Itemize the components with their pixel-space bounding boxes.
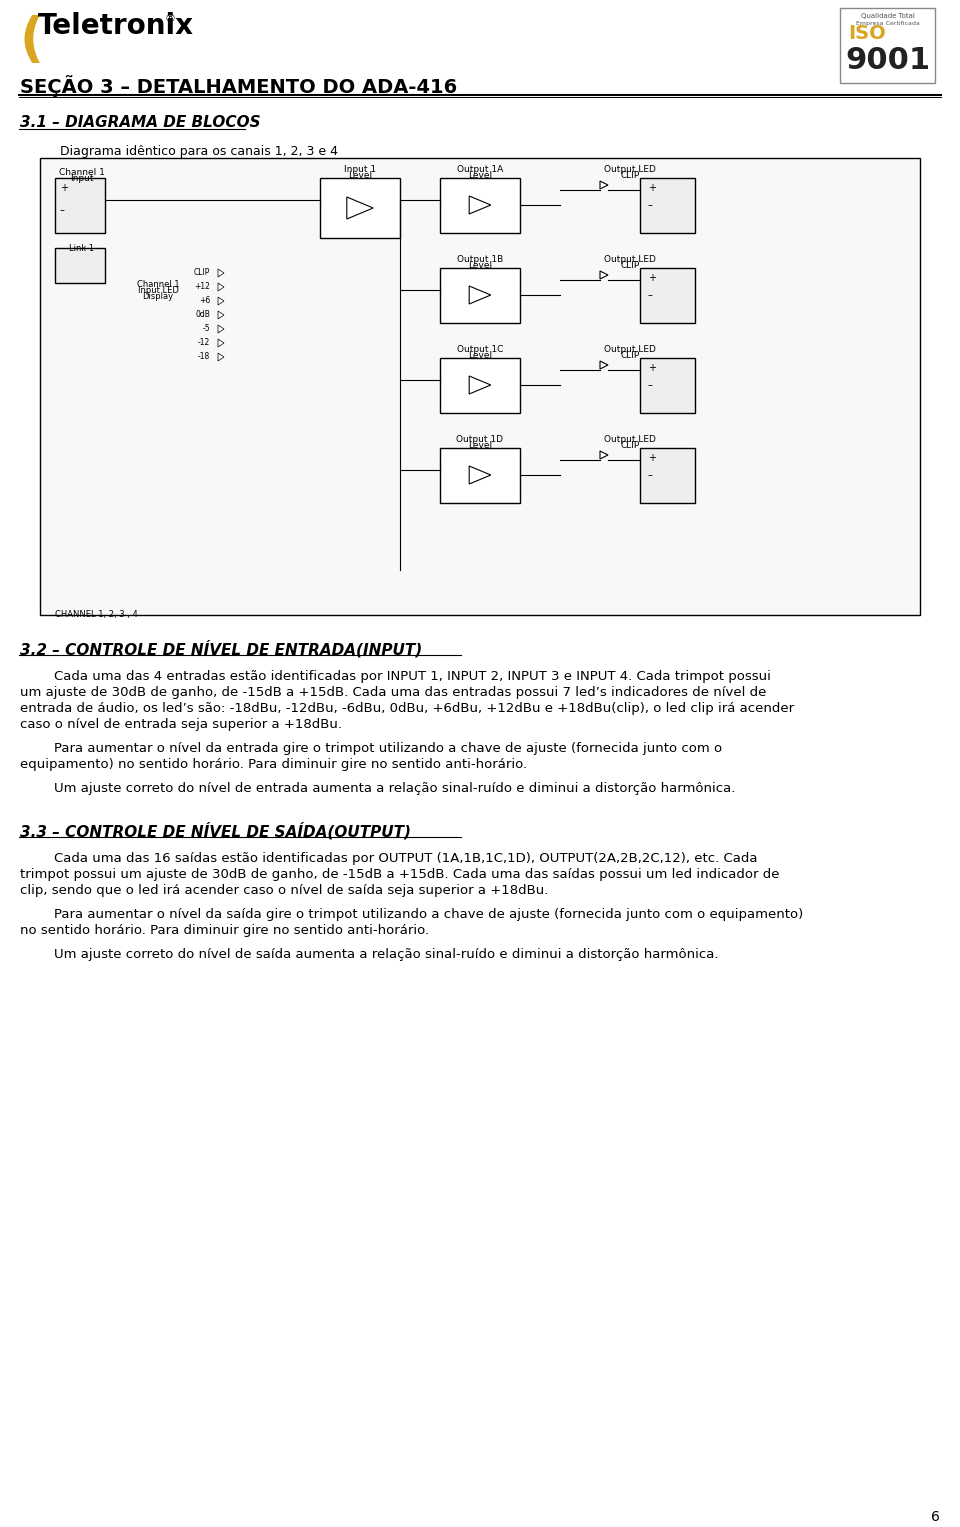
Text: entrada de áudio, os led’s são: -18dBu, -12dBu, -6dBu, 0dBu, +6dBu, +12dBu e +18: entrada de áudio, os led’s são: -18dBu, …	[20, 702, 794, 715]
Text: Um ajuste correto do nível de entrada aumenta a relação sinal-ruído e diminui a : Um ajuste correto do nível de entrada au…	[20, 782, 735, 796]
Text: Input: Input	[70, 174, 94, 183]
Text: +: +	[648, 454, 656, 463]
Polygon shape	[469, 376, 491, 394]
Bar	[640, 357, 695, 412]
Text: Cada uma das 16 saídas estão identificadas por OUTPUT (1A,1B,1C,1D), OUTPUT(2A,2: Cada uma das 16 saídas estão identificad…	[20, 852, 757, 864]
Bar	[440, 179, 520, 234]
Bar	[440, 447, 520, 502]
Polygon shape	[218, 339, 224, 347]
Text: Level: Level	[468, 441, 492, 450]
Text: ®: ®	[165, 14, 176, 24]
Text: ISO: ISO	[848, 24, 886, 43]
Text: Um ajuste correto do nível de saída aumenta a relação sinal-ruído e diminui a di: Um ajuste correto do nível de saída aume…	[20, 948, 718, 960]
Text: Para aumentar o nível da saída gire o trimpot utilizando a chave de ajuste (forn: Para aumentar o nível da saída gire o tr…	[20, 909, 804, 921]
Text: CLIP: CLIP	[620, 171, 639, 180]
Polygon shape	[469, 195, 491, 214]
Text: Output LED: Output LED	[604, 435, 656, 444]
Bar	[320, 179, 400, 238]
Polygon shape	[600, 182, 608, 189]
Polygon shape	[469, 466, 491, 484]
Text: 3.3 – CONTROLE DE NÍVEL DE SAÍDA(OUTPUT): 3.3 – CONTROLE DE NÍVEL DE SAÍDA(OUTPUT)	[20, 822, 411, 840]
Text: clip, sendo que o led irá acender caso o nível de saída seja superior a +18dBu.: clip, sendo que o led irá acender caso o…	[20, 884, 548, 896]
Polygon shape	[600, 450, 608, 460]
Text: CLIP: CLIP	[620, 351, 639, 360]
Text: Cada uma das 4 entradas estão identificadas por INPUT 1, INPUT 2, INPUT 3 e INPU: Cada uma das 4 entradas estão identifica…	[20, 670, 771, 683]
Bar	[40, 157, 920, 615]
Text: (: (	[20, 15, 44, 67]
Text: Para aumentar o nível da entrada gire o trimpot utilizando a chave de ajuste (fo: Para aumentar o nível da entrada gire o …	[20, 742, 722, 754]
Text: –: –	[60, 205, 65, 215]
Text: um ajuste de 30dB de ganho, de -15dB a +15dB. Cada uma das entradas possui 7 led: um ajuste de 30dB de ganho, de -15dB a +…	[20, 686, 766, 699]
Text: +6: +6	[199, 296, 210, 305]
Text: Output 1D: Output 1D	[457, 435, 503, 444]
Text: +: +	[648, 183, 656, 192]
Text: Output LED: Output LED	[604, 165, 656, 174]
Bar	[640, 447, 695, 502]
Polygon shape	[218, 269, 224, 276]
Text: Output 1A: Output 1A	[457, 165, 503, 174]
Text: CLIP: CLIP	[194, 269, 210, 276]
Text: +: +	[648, 363, 656, 373]
Text: –: –	[648, 290, 653, 299]
Text: 3.2 – CONTROLE DE NÍVEL DE ENTRADA(INPUT): 3.2 – CONTROLE DE NÍVEL DE ENTRADA(INPUT…	[20, 640, 422, 658]
Text: 3.1 – DIAGRAMA DE BLOCOS: 3.1 – DIAGRAMA DE BLOCOS	[20, 115, 260, 130]
Text: Level: Level	[348, 171, 372, 180]
Polygon shape	[600, 360, 608, 370]
Polygon shape	[347, 197, 373, 218]
Text: –: –	[648, 380, 653, 389]
Text: -5: -5	[203, 324, 210, 333]
Text: 6: 6	[931, 1510, 940, 1524]
Text: Output LED: Output LED	[604, 345, 656, 354]
Text: Output 1B: Output 1B	[457, 255, 503, 264]
Polygon shape	[218, 353, 224, 360]
Text: Channel 1: Channel 1	[60, 168, 105, 177]
Text: Input LED: Input LED	[137, 286, 179, 295]
Text: –: –	[648, 200, 653, 211]
Text: Level: Level	[468, 261, 492, 270]
Bar	[55, 179, 105, 234]
Polygon shape	[218, 312, 224, 319]
Bar	[55, 247, 105, 282]
Text: no sentido horário. Para diminuir gire no sentido anti-horário.: no sentido horário. Para diminuir gire n…	[20, 924, 429, 938]
Polygon shape	[218, 282, 224, 292]
Text: Qualidade Total: Qualidade Total	[860, 14, 915, 18]
Polygon shape	[218, 325, 224, 333]
Text: CLIP: CLIP	[620, 441, 639, 450]
Text: Level: Level	[468, 351, 492, 360]
Text: Diagrama idêntico para os canais 1, 2, 3 e 4: Diagrama idêntico para os canais 1, 2, 3…	[60, 145, 338, 157]
Text: SEÇÃO 3 – DETALHAMENTO DO ADA-416: SEÇÃO 3 – DETALHAMENTO DO ADA-416	[20, 75, 457, 98]
Text: –: –	[648, 470, 653, 479]
FancyBboxPatch shape	[840, 8, 935, 82]
Text: -12: -12	[198, 337, 210, 347]
Bar	[440, 269, 520, 324]
Text: Output 1C: Output 1C	[457, 345, 503, 354]
Text: equipamento) no sentido horário. Para diminuir gire no sentido anti-horário.: equipamento) no sentido horário. Para di…	[20, 757, 527, 771]
Text: +12: +12	[194, 282, 210, 292]
Text: Link 1: Link 1	[69, 244, 95, 253]
Text: Channel 1: Channel 1	[136, 279, 180, 289]
Text: Output LED: Output LED	[604, 255, 656, 264]
Text: Display: Display	[142, 292, 174, 301]
Polygon shape	[600, 270, 608, 279]
Polygon shape	[218, 296, 224, 305]
Text: caso o nível de entrada seja superior a +18dBu.: caso o nível de entrada seja superior a …	[20, 718, 342, 731]
Text: +: +	[648, 273, 656, 282]
Text: CHANNEL 1, 2, 3 , 4: CHANNEL 1, 2, 3 , 4	[55, 609, 137, 618]
Bar	[440, 357, 520, 412]
Text: trimpot possui um ajuste de 30dB de ganho, de -15dB a +15dB. Cada uma das saídas: trimpot possui um ajuste de 30dB de ganh…	[20, 867, 780, 881]
Bar	[640, 179, 695, 234]
Text: Input 1: Input 1	[344, 165, 376, 174]
Text: Teletronix: Teletronix	[38, 12, 194, 40]
Bar	[640, 269, 695, 324]
Text: CLIP: CLIP	[620, 261, 639, 270]
Polygon shape	[469, 286, 491, 304]
Text: 9001: 9001	[845, 46, 930, 75]
Text: -18: -18	[198, 353, 210, 360]
Text: Empresa Certificada: Empresa Certificada	[855, 21, 920, 26]
Text: 0dB: 0dB	[195, 310, 210, 319]
Text: +: +	[60, 183, 68, 192]
Text: Level: Level	[468, 171, 492, 180]
